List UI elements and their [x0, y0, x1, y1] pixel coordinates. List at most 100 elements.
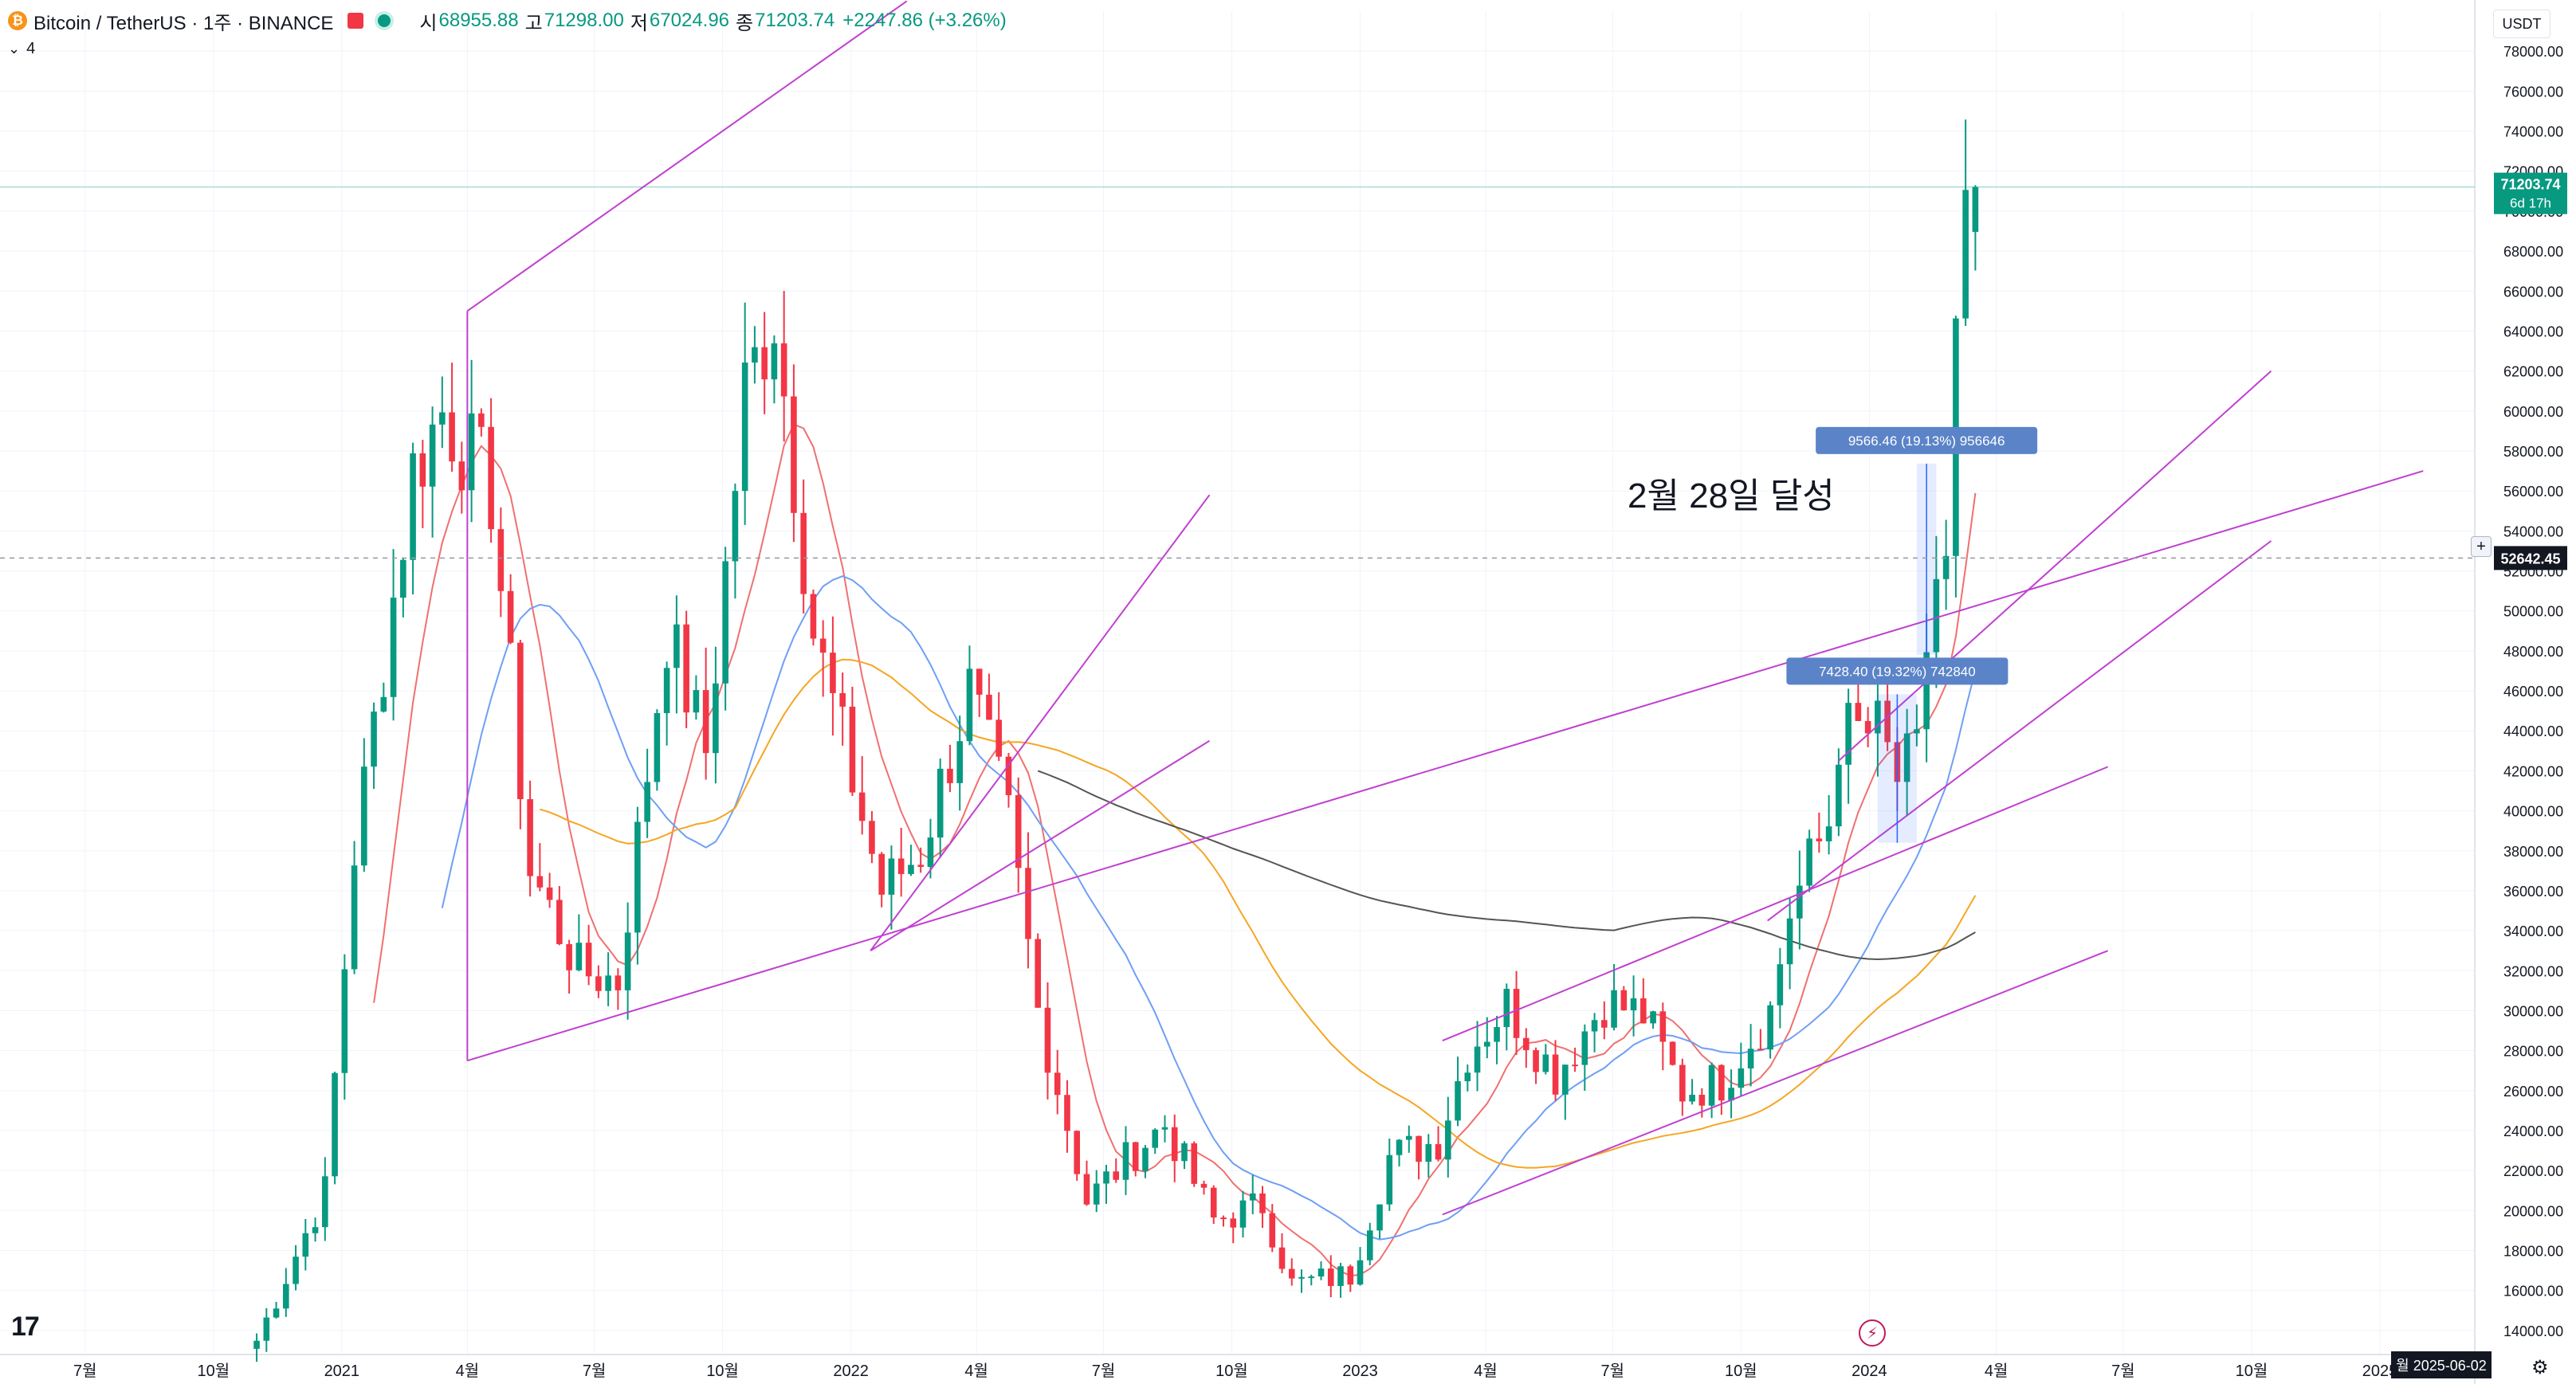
candle-body: [1239, 1200, 1247, 1228]
candle-body: [615, 975, 622, 990]
candle: [439, 376, 446, 449]
low-value: 67024.96: [649, 10, 730, 31]
candle: [819, 620, 827, 697]
chevron-down-icon: ⌄: [8, 41, 21, 57]
candle: [1054, 1049, 1061, 1115]
candle: [1669, 1041, 1676, 1066]
candle: [693, 675, 700, 720]
candle: [302, 1218, 309, 1271]
candle: [1611, 964, 1617, 1031]
candle: [449, 363, 455, 472]
moving-average-line: [441, 575, 1977, 1241]
candle-body: [1923, 652, 1930, 730]
candle-body: [507, 590, 514, 643]
candle: [419, 440, 426, 528]
candle-body: [966, 668, 973, 742]
candle-body: [546, 887, 553, 900]
trend-line: [1838, 370, 2272, 762]
candle-body: [1366, 1230, 1373, 1260]
flag-icon[interactable]: [348, 13, 364, 29]
y-tick-label: 30000.00: [2503, 1003, 2563, 1019]
candle-body: [517, 642, 524, 799]
y-tick-label: 62000.00: [2503, 364, 2563, 380]
candle: [1337, 1262, 1344, 1298]
candle-body: [1669, 1041, 1676, 1065]
candle-body: [1015, 794, 1022, 868]
candle: [1845, 688, 1852, 804]
candle: [361, 738, 367, 872]
y-tick-label: 50000.00: [2503, 604, 2563, 620]
gear-icon[interactable]: ⚙: [2531, 1357, 2549, 1378]
candle: [1562, 1064, 1569, 1120]
candle: [429, 406, 436, 538]
y-tick-label: 58000.00: [2503, 444, 2563, 460]
candle: [1347, 1264, 1354, 1292]
candle: [1132, 1142, 1139, 1177]
x-tick-label: 2024: [1852, 1362, 1887, 1380]
candle-body: [1005, 756, 1012, 795]
candle-body: [761, 347, 768, 380]
candle: [1376, 1204, 1383, 1240]
candle: [1552, 1040, 1559, 1101]
candle: [1484, 1017, 1490, 1059]
candle-body: [1523, 1037, 1530, 1050]
candle-body: [791, 396, 797, 513]
market-status-icon[interactable]: [375, 11, 395, 30]
candle: [663, 661, 670, 746]
chart-text-note[interactable]: 2월 28일 달성: [1628, 476, 1835, 516]
candle: [810, 589, 817, 646]
candle-body: [1435, 1143, 1442, 1160]
candle-body: [390, 598, 397, 697]
candle: [927, 818, 934, 879]
candle: [575, 914, 583, 971]
candle-body: [1825, 826, 1832, 841]
candle: [800, 479, 807, 614]
crosshair-price-tag: [2494, 546, 2567, 570]
x-tick-label: 4월: [964, 1362, 988, 1380]
candle: [1044, 982, 1051, 1100]
y-tick-label: 60000.00: [2503, 404, 2563, 420]
x-tick-label: 10월: [197, 1362, 230, 1380]
candle-body: [1074, 1131, 1081, 1174]
candle: [761, 312, 768, 414]
candle: [1464, 1064, 1471, 1092]
crosshair-date-label: 월 2025-06-02: [2391, 1351, 2492, 1378]
candle-body: [1806, 838, 1812, 886]
candle: [1757, 1029, 1764, 1051]
x-tick-label: 2025: [2362, 1362, 2398, 1380]
candle-body: [663, 668, 670, 713]
candle-body: [605, 975, 611, 991]
candle-body: [927, 837, 934, 867]
candle-body: [995, 719, 1002, 757]
candle: [1698, 1088, 1706, 1118]
candle: [995, 692, 1002, 762]
candle: [332, 1071, 338, 1185]
currency-selector[interactable]: USDT: [2493, 10, 2550, 38]
candle-body: [1875, 700, 1881, 734]
candle-body: [1416, 1135, 1422, 1162]
y-tick-label: 44000.00: [2503, 723, 2563, 739]
candle: [947, 744, 953, 793]
candle: [1444, 1096, 1451, 1178]
candle: [1708, 1062, 1715, 1119]
open-label: 시: [419, 12, 438, 34]
indicators-toggle[interactable]: ⌄ 4: [8, 40, 35, 58]
candle-body: [1640, 998, 1647, 1024]
candle-body: [273, 1308, 280, 1318]
candle-body: [1562, 1064, 1569, 1095]
candle-body: [1718, 1064, 1725, 1101]
candle: [1239, 1190, 1247, 1238]
candle-body: [1962, 190, 1969, 319]
symbol-title[interactable]: Bitcoin / TetherUS · 1주 · BINANCE: [33, 12, 334, 34]
candle: [1220, 1215, 1227, 1227]
candle: [1777, 947, 1784, 1029]
lightning-icon[interactable]: ⚡: [1859, 1319, 1886, 1347]
candle: [1728, 1069, 1734, 1119]
x-tick-label: 7월: [73, 1362, 97, 1380]
bitcoin-icon[interactable]: ₿: [8, 11, 27, 30]
tradingview-logo-icon[interactable]: 17: [11, 1311, 40, 1342]
add-alert-icon[interactable]: +: [2471, 536, 2492, 557]
candle-body: [556, 900, 563, 944]
